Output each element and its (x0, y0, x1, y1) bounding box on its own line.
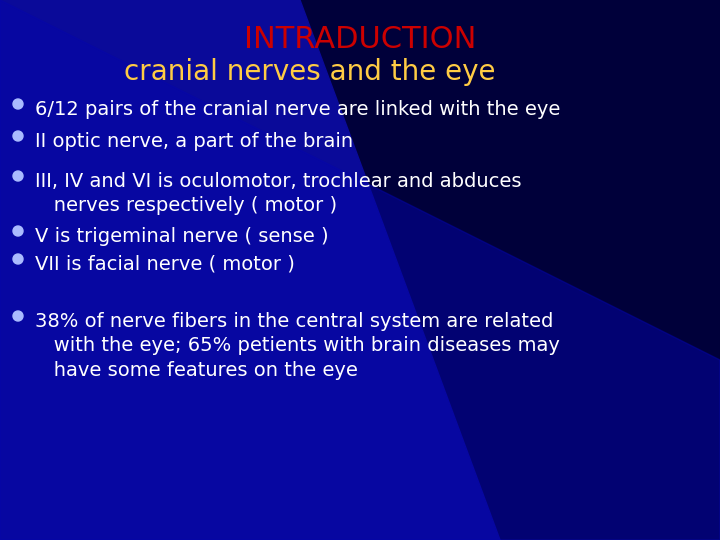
Text: cranial nerves and the eye: cranial nerves and the eye (125, 58, 496, 86)
Text: V is trigeminal nerve ( sense ): V is trigeminal nerve ( sense ) (35, 227, 328, 246)
Polygon shape (0, 0, 500, 540)
Text: II optic nerve, a part of the brain: II optic nerve, a part of the brain (35, 132, 353, 151)
Circle shape (13, 131, 23, 141)
Circle shape (13, 226, 23, 236)
Text: 6/12 pairs of the cranial nerve are linked with the eye: 6/12 pairs of the cranial nerve are link… (35, 100, 560, 119)
Text: III, IV and VI is oculomotor, trochlear and abduces
   nerves respectively ( mot: III, IV and VI is oculomotor, trochlear … (35, 172, 521, 215)
Circle shape (13, 254, 23, 264)
Text: VII is facial nerve ( motor ): VII is facial nerve ( motor ) (35, 255, 295, 274)
Circle shape (13, 99, 23, 109)
Text: 38% of nerve fibers in the central system are related
   with the eye; 65% petie: 38% of nerve fibers in the central syste… (35, 312, 560, 380)
Circle shape (13, 171, 23, 181)
Circle shape (13, 311, 23, 321)
Text: INTRADUCTION: INTRADUCTION (244, 25, 476, 55)
